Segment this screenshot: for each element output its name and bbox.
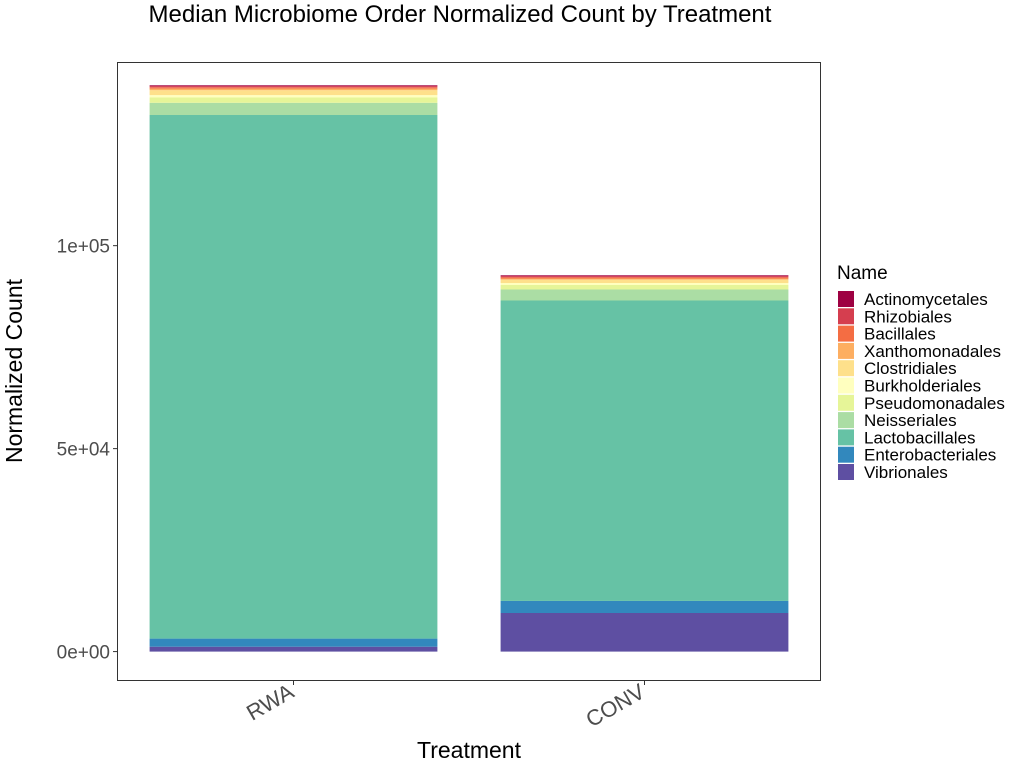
bar-segment-conv-pseudomonadales (500, 285, 789, 290)
legend-key-vibrionales (838, 464, 854, 480)
y-tick-label: 5e+04 (57, 440, 111, 461)
bar-segment-rwa-actinomycetales (149, 85, 438, 87)
bar-segment-rwa-burkholderiales (149, 95, 438, 98)
legend-key-pseudomonadales (838, 394, 854, 411)
bar-segment-conv-xanthomonadales (500, 278, 789, 280)
legend-key-clostridiales (838, 360, 854, 377)
bar-segment-rwa-vibrionales (149, 646, 438, 652)
legend-key-burkholderiales (838, 377, 854, 394)
bar-segment-rwa-enterobacteriales (149, 638, 438, 647)
legend-key-rhizobiales (838, 308, 854, 325)
x-tick-label-rwa: RWA (242, 679, 298, 726)
legend-label-lactobacillales: Lactobacillales (864, 428, 976, 447)
legend-key-lactobacillales (838, 429, 854, 446)
legend-key-bacillales (838, 325, 854, 342)
x-axis-title: Treatment (417, 737, 522, 763)
x-axis: RWA CONV (242, 679, 649, 733)
legend-label-actinomycetales: Actinomycetales (864, 290, 988, 309)
bar-segment-conv-vibrionales (500, 613, 789, 652)
legend-label-rhizobiales: Rhizobiales (864, 307, 952, 326)
bar-segment-conv-burkholderiales (500, 283, 789, 285)
bar-segment-rwa-bacillales (149, 87, 438, 89)
bar-segment-rwa-xanthomonadales (149, 88, 438, 91)
legend-label-xanthomonadales: Xanthomonadales (864, 342, 1001, 361)
chart-title: Median Microbiome Order Normalized Count… (149, 1, 772, 28)
bar-segment-conv-bacillales (500, 277, 789, 279)
y-axis-title: Normalized Count (1, 278, 27, 463)
x-tick-label-conv: CONV (581, 679, 649, 733)
legend-label-vibrionales: Vibrionales (864, 463, 948, 482)
bar-segment-rwa-clostridiales (149, 90, 438, 96)
legend-label-clostridiales: Clostridiales (864, 359, 957, 378)
bar-segment-conv-lactobacillales (500, 300, 789, 601)
y-tick-label: 1e+05 (57, 237, 110, 258)
legend-label-neisseriales: Neisseriales (864, 411, 957, 430)
plot-panel-border (117, 62, 821, 681)
bar-segment-rwa-lactobacillales (149, 115, 438, 639)
bars-group (149, 85, 789, 652)
legend-label-burkholderiales: Burkholderiales (864, 377, 981, 396)
legend-key-enterobacteriales (838, 446, 854, 463)
legend: Name ActinomycetalesRhizobialesBacillale… (837, 263, 1005, 482)
legend-title: Name (837, 263, 888, 284)
bar-segment-conv-actinomycetales (500, 275, 789, 277)
bar-segment-rwa-pseudomonadales (149, 97, 438, 103)
y-axis: 0e+00 5e+04 1e+05 (57, 237, 118, 664)
legend-label-bacillales: Bacillales (864, 325, 936, 344)
bar-segment-rwa-rhizobiales (149, 86, 438, 88)
legend-label-enterobacteriales: Enterobacteriales (864, 446, 996, 465)
bar-segment-conv-enterobacteriales (500, 600, 789, 613)
legend-key-xanthomonadales (838, 342, 854, 359)
y-tick-label: 0e+00 (57, 643, 110, 664)
bar-segment-conv-clostridiales (500, 279, 789, 283)
legend-key-neisseriales (838, 412, 854, 429)
legend-key-actinomycetales (838, 291, 854, 307)
legend-label-pseudomonadales: Pseudomonadales (864, 394, 1005, 413)
bar-segment-conv-rhizobiales (500, 276, 789, 278)
bar-segment-rwa-neisseriales (149, 102, 438, 115)
bar-segment-conv-neisseriales (500, 289, 789, 301)
